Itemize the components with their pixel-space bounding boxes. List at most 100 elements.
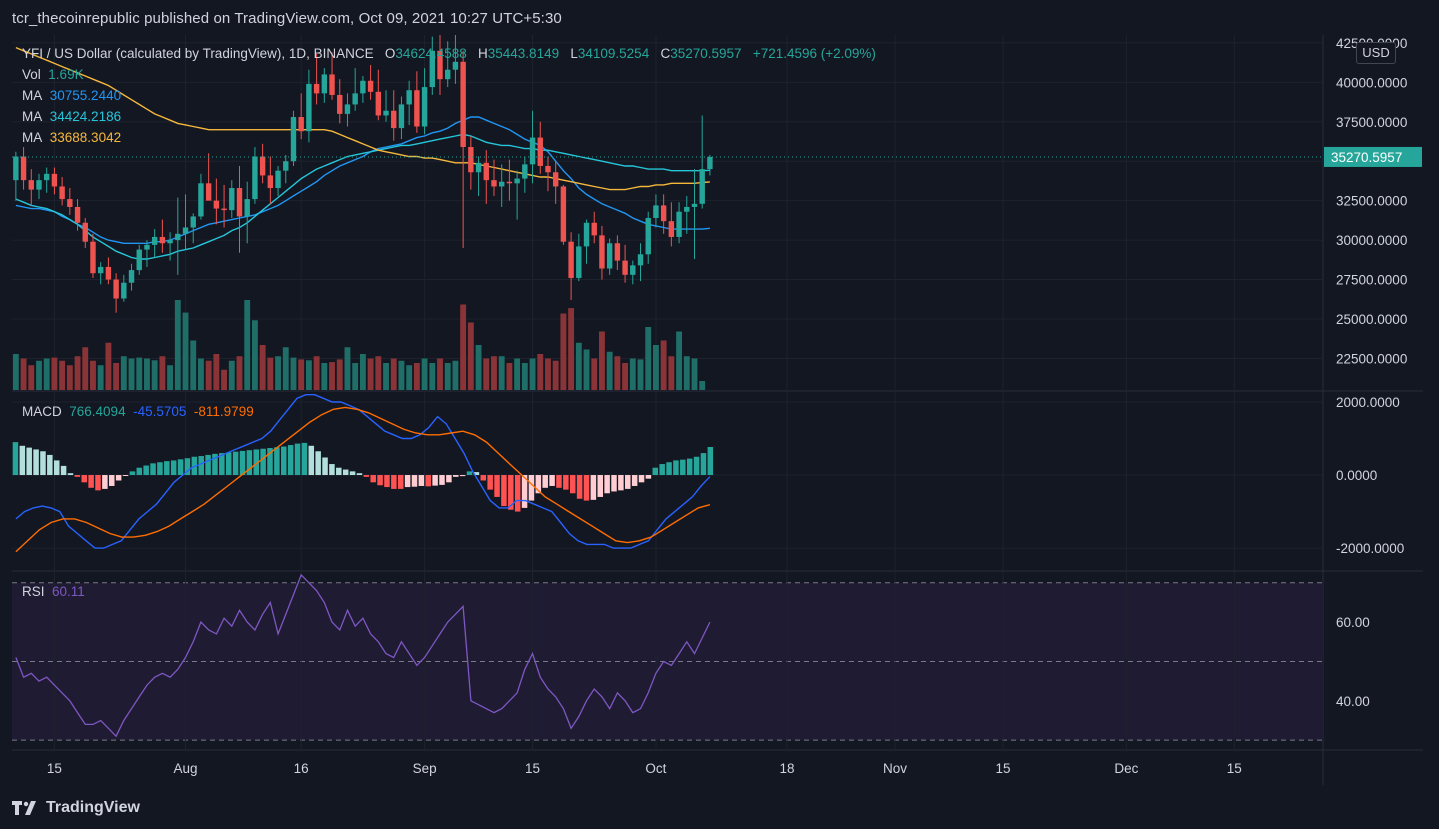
macd-hist-bar [494, 475, 500, 497]
macd-hist-bar [342, 469, 349, 476]
volume-bar [74, 356, 81, 390]
candle-body [267, 175, 274, 189]
volume-bar [699, 381, 706, 390]
time-tick-label: 15 [1227, 761, 1242, 776]
volume-bar [537, 354, 544, 390]
macd-hist-bar [508, 475, 514, 510]
volume-bar [521, 363, 528, 390]
volume-bar [491, 356, 497, 390]
macd-hist-bar [590, 475, 597, 500]
macd-hist-bar [129, 471, 136, 476]
candle-body [306, 83, 312, 132]
candle-body [498, 181, 505, 187]
candle-body [606, 243, 613, 269]
macd-hist-bar [253, 449, 259, 476]
candle-body [622, 260, 628, 275]
macd-hist-bar [597, 475, 604, 497]
volume-bar [275, 356, 281, 390]
volume-bar [228, 360, 235, 390]
price-tick-label: 27500.0000 [1336, 273, 1407, 288]
macd-hist-bar [583, 475, 590, 501]
macd-hist-bar [535, 475, 542, 494]
tradingview-branding[interactable]: TradingView [12, 797, 140, 819]
macd-hist-bar [267, 447, 273, 476]
candle-body [121, 282, 127, 299]
time-tick-label: Aug [173, 761, 197, 776]
candle-body [506, 181, 513, 184]
macd-hist-bar [625, 475, 631, 489]
volume-bar [20, 358, 27, 390]
volume-bar [429, 363, 436, 390]
candle-body [367, 80, 374, 92]
candle-body [259, 156, 266, 176]
price-tick-label: 37500.0000 [1336, 115, 1407, 130]
currency-button[interactable]: USD [1356, 42, 1396, 64]
chart-area[interactable]: 42500.000040000.000037500.000035000.0000… [12, 35, 1423, 785]
macd-hist-bar [150, 463, 156, 476]
ma1-label: MA [22, 88, 43, 103]
macd-hist-bar [246, 450, 253, 476]
volume-bar [645, 327, 652, 390]
macd-hist-bar [164, 461, 170, 476]
candle-body [630, 265, 636, 275]
macd-hist-bar [549, 475, 555, 486]
change-value: +721.4596 (+2.09%) [752, 46, 876, 61]
macd-hist-bar [122, 475, 129, 477]
macd-hist-bar [528, 475, 535, 501]
volume-bar [97, 365, 104, 390]
macd-hist-bar [219, 453, 225, 476]
candle-body [429, 50, 435, 88]
ma-line-3 [15, 46, 710, 191]
volume-bar [190, 340, 197, 390]
close-value: 35270.5957 [670, 46, 742, 61]
macd-hist-bar [33, 449, 39, 476]
macd-hist-bar [514, 475, 521, 512]
macd-hist-bar [693, 456, 700, 476]
volume-bar [159, 356, 166, 390]
macd-hist-bar [487, 475, 493, 490]
high-value: 35443.8149 [487, 46, 560, 61]
volume-bar [290, 357, 297, 390]
ma3-legend: MA 33688.3042 [22, 127, 121, 148]
candle-body [244, 199, 250, 217]
volume-bar [105, 342, 112, 390]
rsi-value: 60.11 [52, 584, 85, 599]
macd-tick-label: -2000.0000 [1336, 541, 1404, 556]
volume-bar [676, 331, 682, 390]
volume-bar [637, 359, 644, 390]
volume-bar [406, 365, 413, 390]
close-label: C [660, 46, 671, 61]
macd-tick-label: 2000.0000 [1336, 395, 1400, 410]
macd-hist-bar [425, 475, 431, 487]
price-tick-label: 40000.0000 [1336, 75, 1407, 90]
macd-hist-bar [377, 475, 383, 486]
volume-bar [390, 358, 397, 390]
last-price-label: 35270.5957 [1331, 150, 1402, 165]
time-tick-label: 15 [525, 761, 540, 776]
vol-label: Vol [22, 67, 41, 82]
volume-bar [120, 356, 127, 390]
candle-body [182, 227, 189, 234]
candle-body [59, 186, 65, 200]
ma2-value: 34424.2186 [49, 109, 122, 124]
volume-bar [545, 358, 551, 390]
volume-bar [244, 300, 251, 390]
candle-body [144, 244, 150, 250]
chart-canvas[interactable]: 42500.000040000.000037500.000035000.0000… [12, 35, 1423, 785]
volume-bar [167, 365, 174, 390]
candle-body [707, 156, 713, 170]
candle-body [560, 186, 567, 242]
macd-signal-value: -811.9799 [193, 404, 254, 419]
candle-body [221, 208, 227, 211]
macd-hist-bar [363, 475, 370, 477]
candle-body [283, 161, 289, 171]
volume-bar [174, 300, 181, 390]
macd-hist-value: 766.4094 [69, 404, 126, 419]
candle-body [660, 205, 667, 222]
candle-body [275, 170, 281, 189]
candle-body [614, 243, 621, 261]
candle-body [360, 80, 366, 94]
macd-hist-bar [67, 473, 74, 476]
macd-hist-bar [308, 445, 315, 476]
time-tick-label: 15 [995, 761, 1010, 776]
